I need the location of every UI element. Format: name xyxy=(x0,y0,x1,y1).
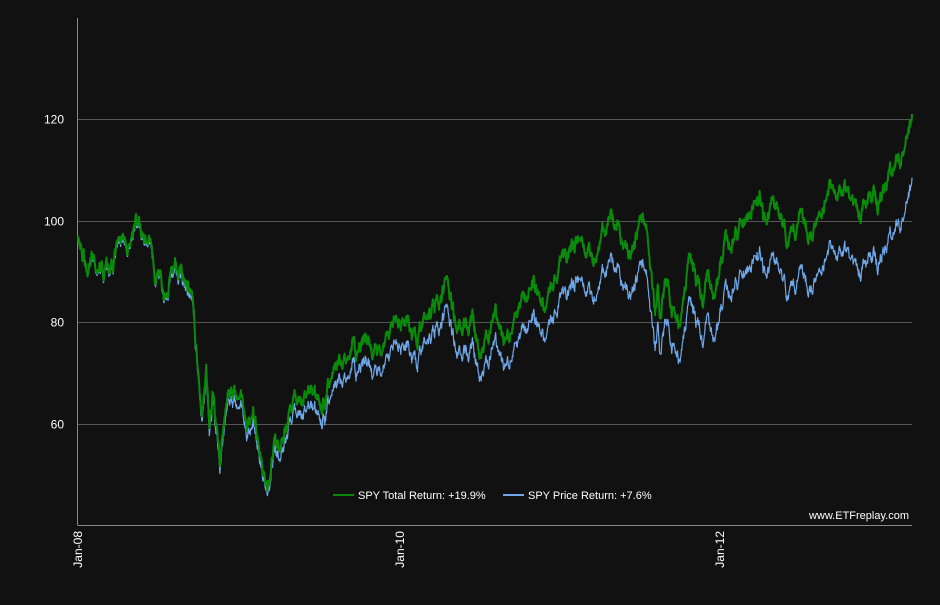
y-tick-label-100: 100 xyxy=(44,215,64,229)
y-tick-label-120: 120 xyxy=(44,113,64,127)
x-tick-label-jan-10: Jan-10 xyxy=(393,531,407,568)
y-tick-label-80: 80 xyxy=(51,316,65,330)
legend-label-total-return: SPY Total Return: +19.9% xyxy=(358,490,486,502)
y-tick-label-60: 60 xyxy=(51,418,65,432)
grid-layer xyxy=(78,119,912,425)
legend: SPY Total Return: +19.9% SPY Price Retur… xyxy=(333,490,652,502)
x-tick-labels: Jan-08 Jan-10 Jan-12 xyxy=(71,531,727,568)
series-line-total-return xyxy=(77,113,913,492)
x-tick-label-jan-12: Jan-12 xyxy=(713,531,727,568)
y-tick-labels: 60 80 100 120 xyxy=(44,113,64,432)
legend-label-price-return: SPY Price Return: +7.6% xyxy=(528,490,652,502)
series-layer xyxy=(77,113,913,497)
credit-watermark: www.ETFreplay.com xyxy=(808,510,909,522)
x-tick-label-jan-08: Jan-08 xyxy=(71,531,85,568)
axis-layer xyxy=(77,18,912,526)
